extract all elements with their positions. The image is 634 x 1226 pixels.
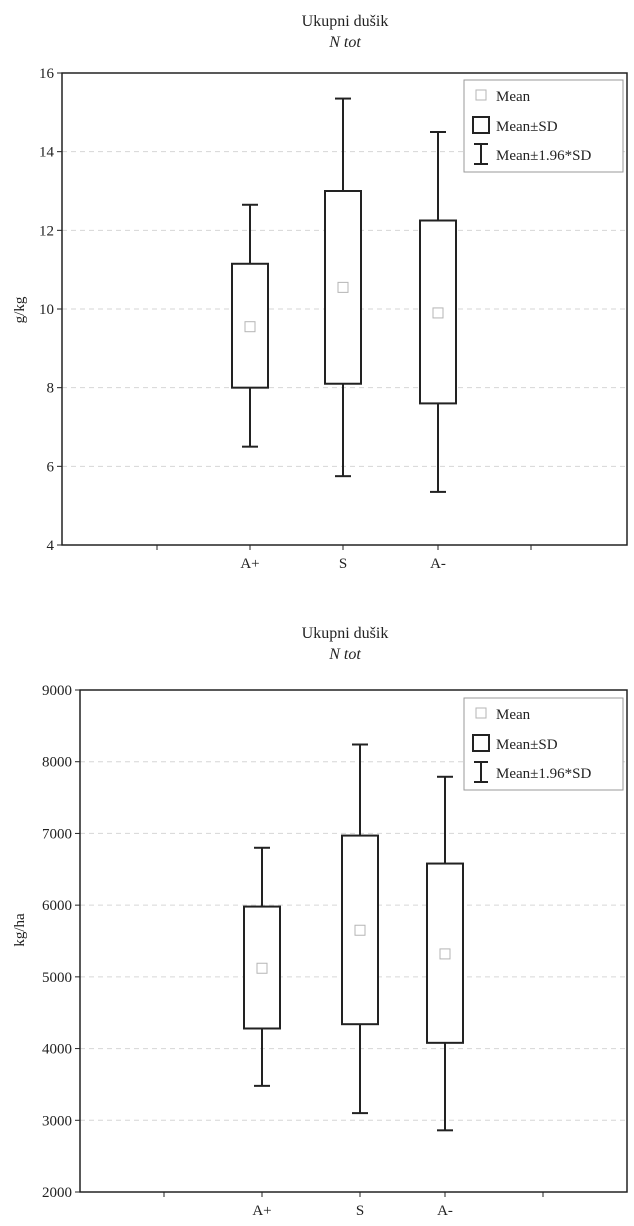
chart-1-y-axis-label: g/kg xyxy=(12,296,28,323)
chart-1-y-tick-label: 10 xyxy=(39,302,54,318)
legend-box xyxy=(463,79,624,173)
chart-2-y-tick-label: 7000 xyxy=(42,826,72,842)
chart-2-y-axis-label: kg/ha xyxy=(12,913,28,947)
chart-1-x-tick-label: S xyxy=(339,556,347,572)
chart-1-legend: Mean Mean±SD Mean±1.96*SD xyxy=(463,79,624,173)
legend-label: Mean xyxy=(496,89,531,105)
chart-2-x-tick-label: S xyxy=(356,1203,364,1219)
chart-1-x-tick-label: A+ xyxy=(240,556,259,572)
legend-sd-box-icon xyxy=(472,116,490,134)
sd-box xyxy=(231,262,269,389)
mean-marker xyxy=(256,962,268,974)
legend-mean-marker-icon xyxy=(475,707,487,719)
chart-1-box-0 xyxy=(231,203,269,448)
chart-1-box-1 xyxy=(324,97,362,478)
legend-label: Mean±1.96*SD xyxy=(496,766,591,782)
legend-sd-box-icon xyxy=(472,734,490,752)
chart-2-y-tick-label: 4000 xyxy=(42,1042,72,1058)
chart-2-y-tick-label: 8000 xyxy=(42,755,72,771)
chart-1-y-tick-label: 4 xyxy=(47,538,55,554)
chart-1-subtitle: N tot xyxy=(328,34,361,51)
chart-2-plot-area: 2000 3000 4000 5000 6000 7000 8000 9000 A+ S A- Mea… xyxy=(42,683,628,1219)
chart-2-legend: Mean Mean±SD Mean±1.96*SD xyxy=(463,697,624,791)
chart-2-title: Ukupni dušik xyxy=(302,625,389,642)
chart-1: Ukupni dušik N tot g/kg 4 6 8 10 12 14 16 A+ S A-… xyxy=(12,13,628,572)
chart-1-y-tick-label: 6 xyxy=(47,459,55,475)
mean-marker xyxy=(354,924,366,936)
chart-2-box-0 xyxy=(243,846,281,1087)
chart-2: Ukupni dušik N tot kg/ha 2000 3000 4000 500… xyxy=(12,625,628,1219)
legend-label: Mean±SD xyxy=(496,119,558,135)
legend-box xyxy=(463,697,624,791)
chart-2-y-tick-label: 5000 xyxy=(42,970,72,986)
mean-marker xyxy=(432,307,444,319)
chart-1-plot-area: 4 6 8 10 12 14 16 A+ S A- Mean Mean±SD Mean±1.96*SD xyxy=(39,66,628,572)
chart-1-title: Ukupni dušik xyxy=(302,13,389,30)
legend-label: Mean±SD xyxy=(496,737,558,753)
chart-1-frame xyxy=(61,72,628,546)
mean-marker xyxy=(337,281,349,293)
chart-2-box-1 xyxy=(341,743,379,1115)
legend-mean-marker-icon xyxy=(475,89,487,101)
chart-2-x-tick-label: A- xyxy=(437,1203,453,1219)
mean-marker xyxy=(439,948,451,960)
chart-1-y-tick-label: 14 xyxy=(39,145,55,161)
chart-2-subtitle: N tot xyxy=(328,646,361,663)
chart-2-box-2 xyxy=(426,775,464,1132)
chart-2-y-tick-label: 9000 xyxy=(42,683,72,699)
legend-label: Mean±1.96*SD xyxy=(496,148,591,164)
chart-1-y-tick-label: 16 xyxy=(39,66,55,82)
chart-2-y-tick-label: 2000 xyxy=(42,1185,72,1201)
chart-1-box-2 xyxy=(419,131,457,493)
legend-label: Mean xyxy=(496,707,531,723)
chart-2-y-tick-label: 6000 xyxy=(42,898,72,914)
chart-1-y-tick-label: 12 xyxy=(39,223,54,239)
chart-1-y-tick-label: 8 xyxy=(47,381,55,397)
chart-2-frame xyxy=(79,689,628,1193)
mean-marker xyxy=(244,321,256,333)
chart-2-x-tick-label: A+ xyxy=(252,1203,271,1219)
chart-2-y-tick-label: 3000 xyxy=(42,1113,72,1129)
chart-1-x-tick-label: A- xyxy=(430,556,446,572)
